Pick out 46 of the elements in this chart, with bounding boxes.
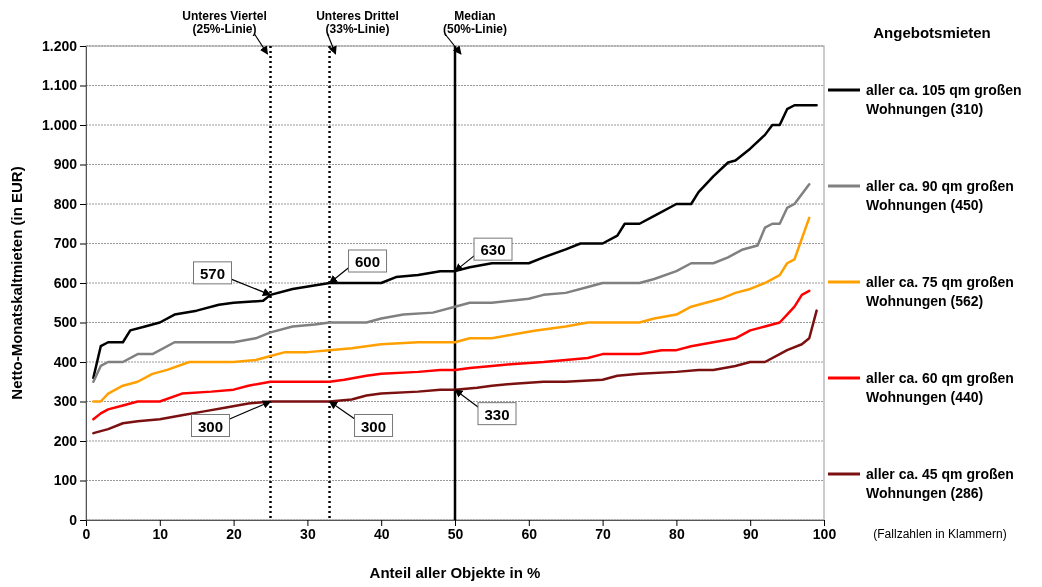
legend-label: aller ca. 75 qm großen Wohnungen (562) [866, 274, 1014, 309]
y-tick-label: 0 [69, 511, 78, 528]
y-tick-label: 1.100 [41, 77, 78, 94]
x-tick-label: 10 [152, 525, 169, 542]
x-tick-label: 50 [447, 525, 464, 542]
x-tick-label: 20 [226, 525, 243, 542]
y-tick-label: 200 [53, 432, 78, 449]
x-tick-label: 60 [521, 525, 538, 542]
y-tick-label: 700 [53, 235, 78, 252]
y-tick-label: 400 [53, 353, 78, 370]
annotation: 630 [480, 241, 506, 259]
legend-label: aller ca. 45 qm großen Wohnungen (286) [866, 466, 1014, 501]
annotation: 600 [355, 253, 381, 270]
y-tick-label: 100 [53, 472, 78, 489]
annotation: 300 [197, 417, 224, 435]
legend-label: aller ca. 90 qm großen Wohnungen (450) [866, 178, 1014, 213]
y-tick-label: 1.200 [41, 37, 78, 54]
x-tick-label: 40 [373, 525, 390, 542]
annotation: 330 [484, 405, 510, 423]
y-tick-label: 900 [53, 156, 78, 173]
line-series [92, 309, 818, 435]
text: (Fallzahlen in Klammern) [873, 527, 1007, 541]
annotation: 300 [361, 417, 387, 435]
x-tick-label: 80 [669, 525, 685, 542]
line-series [92, 183, 811, 383]
y-tick-label: 500 [53, 314, 78, 331]
x-tick-label: 0 [82, 525, 91, 542]
y-tick-label: 300 [53, 393, 78, 410]
ref-line-label: Unteres Viertel (25%-Linie) [182, 9, 267, 36]
x-axis-title: Anteil aller Objekte in % [369, 564, 541, 581]
legend-label: aller ca. 60 qm großen Wohnungen (440) [866, 370, 1014, 405]
ref-line-label: Unteres Drittel (33%-Linie) [316, 9, 399, 36]
ref-line-label: Median (50%-Linie) [442, 9, 508, 36]
y-axis-title: Netto-Monatskaltmieten (in EUR) [8, 166, 25, 400]
line-series [92, 289, 811, 421]
x-tick-label: 70 [595, 525, 612, 542]
x-tick-label: 90 [742, 525, 759, 542]
y-tick-label: 1.000 [41, 116, 78, 133]
legend-label: aller ca. 105 qm großen Wohnungen (310) [866, 82, 1022, 117]
x-tick-label: 30 [300, 525, 316, 542]
x-tick-label: 100 [812, 525, 837, 542]
y-tick-label: 600 [53, 274, 78, 291]
legend-title: Angebotsmieten [873, 24, 991, 41]
line-series [92, 216, 811, 403]
y-tick-label: 800 [53, 195, 78, 212]
annotation: 570 [199, 264, 226, 282]
